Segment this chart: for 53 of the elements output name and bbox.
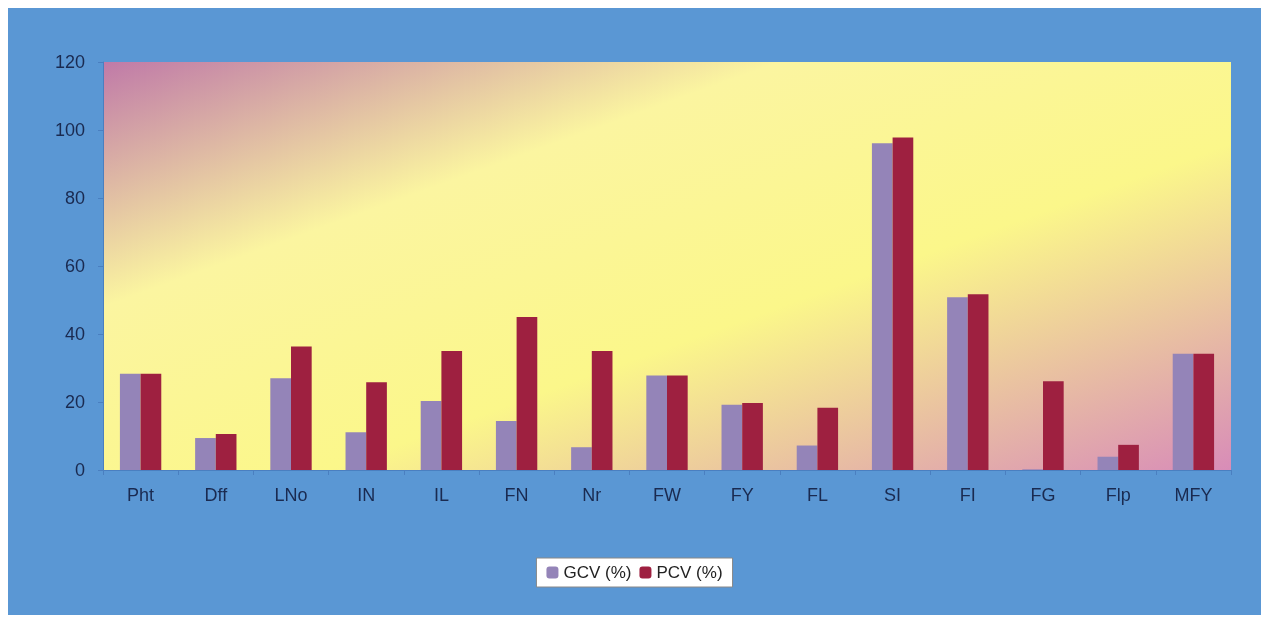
bar xyxy=(119,373,141,470)
bar xyxy=(1172,353,1194,470)
x-tick-label: MFY xyxy=(1174,485,1213,505)
bar xyxy=(516,317,538,470)
bar xyxy=(195,438,216,470)
y-tick-label: 0 xyxy=(74,460,85,480)
x-tick-label: IN xyxy=(357,485,376,505)
bar xyxy=(796,445,818,470)
bar xyxy=(1118,444,1139,470)
bar xyxy=(420,400,442,470)
x-tick-label: Flp xyxy=(1105,485,1131,505)
bar xyxy=(667,375,688,470)
bar xyxy=(291,346,312,470)
bar xyxy=(817,407,839,470)
bar xyxy=(1097,456,1119,470)
legend-label: PCV (%) xyxy=(656,563,723,582)
y-tick-label: 40 xyxy=(64,324,85,344)
x-tick-label: FY xyxy=(730,485,754,505)
x-tick-label: Nr xyxy=(582,485,602,505)
bar xyxy=(1193,353,1215,470)
bar xyxy=(140,373,162,470)
x-tick-label: FN xyxy=(504,485,529,505)
bar xyxy=(721,404,743,470)
y-tick-label: 100 xyxy=(54,120,85,140)
y-tick-label: 120 xyxy=(54,52,85,72)
bar xyxy=(871,143,893,470)
bar xyxy=(571,447,592,470)
x-tick-label: Pht xyxy=(127,485,155,505)
x-tick-label: FW xyxy=(653,485,681,505)
y-tick-label: 80 xyxy=(64,188,85,208)
bar xyxy=(270,378,291,470)
x-tick-label: SI xyxy=(884,485,902,505)
x-tick-label: IL xyxy=(433,485,449,505)
bar xyxy=(1043,381,1064,470)
bar xyxy=(742,403,763,470)
bar xyxy=(646,375,667,470)
bar xyxy=(441,351,463,470)
y-tick-label: 60 xyxy=(64,256,85,276)
bar xyxy=(366,382,387,470)
x-tick-label: LNo xyxy=(274,485,308,505)
x-tick-label: FG xyxy=(1030,485,1056,505)
bar xyxy=(967,294,989,470)
bar xyxy=(591,351,613,470)
bar xyxy=(345,432,367,470)
x-tick-label: FL xyxy=(806,485,828,505)
legend-label: GCV (%) xyxy=(563,563,632,582)
bar xyxy=(947,297,968,470)
bar xyxy=(892,137,914,470)
bar xyxy=(495,421,517,470)
bar xyxy=(215,433,237,470)
y-tick-label: 20 xyxy=(64,392,85,412)
x-tick-label: FI xyxy=(959,485,976,505)
x-tick-label: Dff xyxy=(204,485,229,505)
